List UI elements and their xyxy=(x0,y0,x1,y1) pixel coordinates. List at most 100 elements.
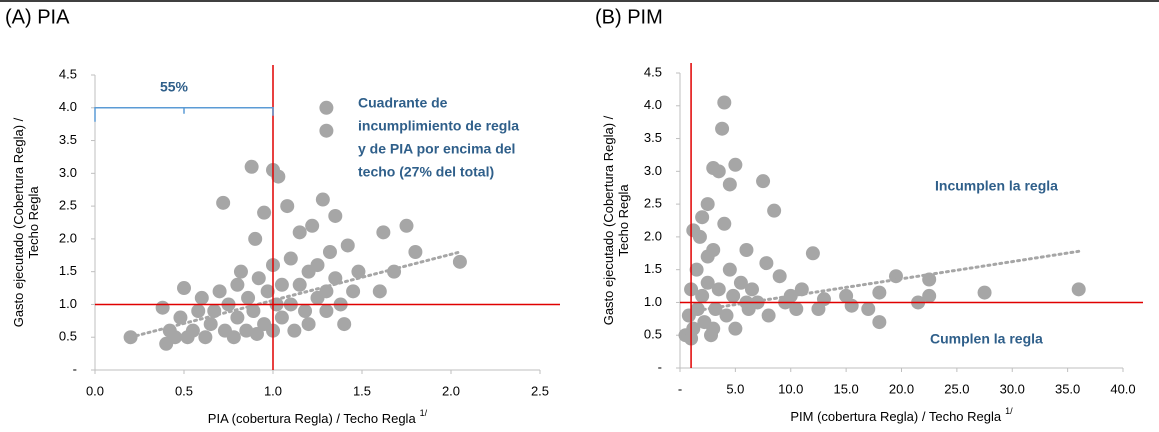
point xyxy=(248,231,263,246)
annotation: Cuadrante de xyxy=(358,95,448,111)
annotation: techo (27% del total) xyxy=(358,164,494,180)
y-tick-label: 3.5 xyxy=(59,132,77,147)
point xyxy=(686,223,701,238)
point xyxy=(715,121,730,136)
point xyxy=(244,159,259,174)
x-tick-label: - xyxy=(678,381,682,396)
point xyxy=(695,210,710,225)
point xyxy=(695,288,710,303)
point xyxy=(700,197,715,212)
point xyxy=(452,254,467,269)
point xyxy=(761,308,776,323)
point xyxy=(274,310,289,325)
annotation: Cumplen la regla xyxy=(930,331,1043,347)
y-tick-label: 4.0 xyxy=(59,99,77,114)
point xyxy=(376,225,391,240)
point xyxy=(346,284,361,299)
bracket xyxy=(94,107,274,122)
y-tick-label: 1.5 xyxy=(59,263,77,278)
point xyxy=(212,284,227,299)
point xyxy=(739,243,754,257)
point xyxy=(756,174,771,189)
annotation: incumplimiento de regla xyxy=(358,118,519,134)
point xyxy=(283,251,298,266)
annotation: y de PIA por encima del xyxy=(358,141,515,157)
point xyxy=(711,282,726,297)
point xyxy=(271,169,286,184)
point xyxy=(722,177,737,192)
point xyxy=(230,277,245,292)
point xyxy=(292,277,307,292)
point xyxy=(328,271,343,286)
y-tick-label: 0.5 xyxy=(59,329,77,344)
x-tick-label: 2.0 xyxy=(442,383,460,398)
point xyxy=(726,288,741,303)
x-tick-label: 40.0 xyxy=(1110,381,1135,396)
y-tick-label: 3.0 xyxy=(59,165,77,180)
point xyxy=(351,264,366,279)
y-tick-label: 4.5 xyxy=(59,66,77,81)
point xyxy=(319,123,334,138)
x-axis-label: PIM (cobertura Regla) / Techo Regla 1/ xyxy=(790,406,1013,424)
point xyxy=(249,326,264,341)
y-tick-label: 1.0 xyxy=(644,294,662,309)
point xyxy=(322,245,337,259)
y-tick-label: 1.0 xyxy=(59,296,77,311)
point xyxy=(783,288,798,303)
point xyxy=(711,164,726,179)
point xyxy=(241,290,256,305)
point xyxy=(173,310,188,325)
point xyxy=(872,315,887,330)
y-tick-label: 3.5 xyxy=(644,130,662,145)
y-tick-label: 1.5 xyxy=(644,261,662,276)
point xyxy=(155,300,170,315)
point xyxy=(759,256,774,271)
y-tick-label: 0.5 xyxy=(644,327,662,342)
y-axis-label-line: Techo Regla xyxy=(26,186,41,259)
x-axis-label-sup: 1/ xyxy=(1005,406,1013,416)
point xyxy=(805,246,820,261)
x-tick-label: 35.0 xyxy=(1055,381,1080,396)
point xyxy=(257,205,272,220)
y-axis-label-line: Gasto ejecutado (Cobertura Regla) / xyxy=(11,117,26,327)
y-tick-label: 3.0 xyxy=(644,163,662,178)
point xyxy=(233,264,248,279)
point xyxy=(844,298,859,313)
point xyxy=(280,199,295,214)
y-tick-label: - xyxy=(658,359,662,374)
point xyxy=(185,323,200,338)
point xyxy=(861,302,876,316)
x-tick-label: 5.0 xyxy=(726,381,744,396)
y-tick-label: - xyxy=(73,361,77,376)
point xyxy=(226,330,241,345)
point xyxy=(260,284,275,299)
point xyxy=(789,302,804,316)
point xyxy=(733,275,748,290)
point xyxy=(977,285,992,300)
point xyxy=(744,282,759,297)
x-tick-label: 10.0 xyxy=(778,381,803,396)
point xyxy=(198,330,213,345)
point xyxy=(191,304,206,318)
y-tick-label: 4.5 xyxy=(644,64,662,79)
annotation: Incumplen la regla xyxy=(935,178,1058,194)
y-axis-label: Gasto ejecutado (Cobertura Regla) /Techo… xyxy=(11,117,41,327)
point xyxy=(872,285,887,300)
point xyxy=(767,203,782,218)
x-tick-label: 30.0 xyxy=(1000,381,1025,396)
point xyxy=(287,323,302,338)
x-axis-label-text: PIM (cobertura Regla) / Techo Regla xyxy=(790,409,1002,424)
point xyxy=(408,245,423,259)
x-axis-label: PIA (cobertura Regla) / Techo Regla 1/ xyxy=(208,408,428,426)
point xyxy=(719,308,734,323)
x-tick-label: 2.5 xyxy=(531,383,549,398)
point xyxy=(203,317,218,332)
point xyxy=(319,304,334,318)
point xyxy=(340,238,355,253)
chart-title: (A) PIA xyxy=(5,6,70,28)
point xyxy=(177,281,191,296)
point xyxy=(728,157,743,172)
point xyxy=(168,330,183,345)
point xyxy=(328,208,343,223)
